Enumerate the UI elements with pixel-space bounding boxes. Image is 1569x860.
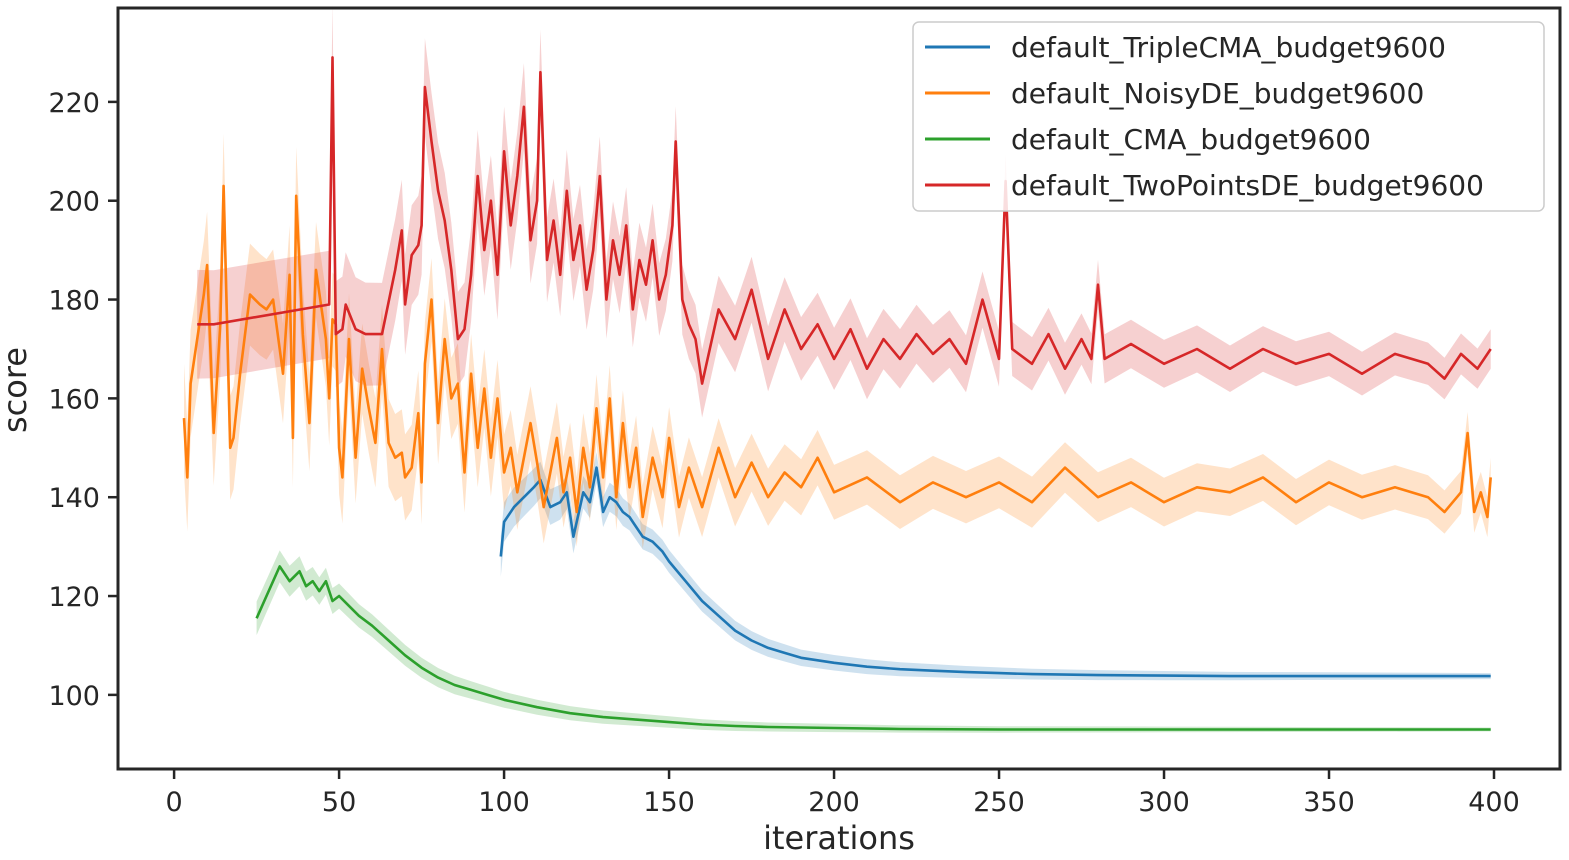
series-line-default_TwoPointsDE_budget9600 xyxy=(197,56,1492,385)
band-default_NoisyDE_budget9600 xyxy=(184,133,1491,549)
x-tick-label: 200 xyxy=(808,787,860,818)
y-axis-label: score xyxy=(0,347,34,433)
x-axis-ticks: 0 50 100 150 200 250 300 350 400 xyxy=(166,769,1520,818)
x-tick-label: 300 xyxy=(1138,787,1190,818)
plot-frame xyxy=(116,6,1562,771)
band-default_TripleCMA_budget9600 xyxy=(500,452,1491,681)
x-axis-label: iterations xyxy=(763,819,915,857)
confidence-bands xyxy=(184,4,1491,733)
y-tick-label: 160 xyxy=(48,384,100,415)
x-tick-label: 250 xyxy=(973,787,1025,818)
x-tick-label: 50 xyxy=(322,787,356,818)
series-line-default_NoisyDE_budget9600 xyxy=(182,184,1492,519)
x-tick-label: 150 xyxy=(643,787,695,818)
y-tick-label: 220 xyxy=(48,88,100,119)
y-tick-label: 100 xyxy=(48,681,100,712)
series-line-default_CMA_budget9600 xyxy=(255,565,1491,731)
legend: default_TripleCMA_budget9600 default_Nois… xyxy=(912,21,1545,212)
legend-label-default_CMA_budget9600: default_CMA_budget9600 xyxy=(1011,123,1371,156)
x-tick-label: 0 xyxy=(166,787,183,818)
x-tick-label: 400 xyxy=(1468,787,1520,818)
y-tick-label: 200 xyxy=(48,187,100,218)
y-tick-label: 140 xyxy=(48,483,100,514)
band-default_TwoPointsDE_budget9600 xyxy=(197,4,1491,418)
series-line-default_TripleCMA_budget9600 xyxy=(499,466,1491,678)
series-lines xyxy=(182,56,1492,731)
legend-label-default_TripleCMA_budget9600: default_TripleCMA_budget9600 xyxy=(1011,31,1446,64)
y-tick-label: 180 xyxy=(48,286,100,317)
y-tick-label: 120 xyxy=(48,582,100,613)
legend-box xyxy=(912,21,1545,212)
legend-label-default_NoisyDE_budget9600: default_NoisyDE_budget9600 xyxy=(1011,77,1424,110)
y-axis-ticks: 100 120 140 160 180 200 220 xyxy=(48,88,118,712)
legend-label-default_TwoPointsDE_budget9600: default_TwoPointsDE_budget9600 xyxy=(1011,169,1484,202)
x-tick-label: 100 xyxy=(478,787,530,818)
x-tick-label: 350 xyxy=(1303,787,1355,818)
